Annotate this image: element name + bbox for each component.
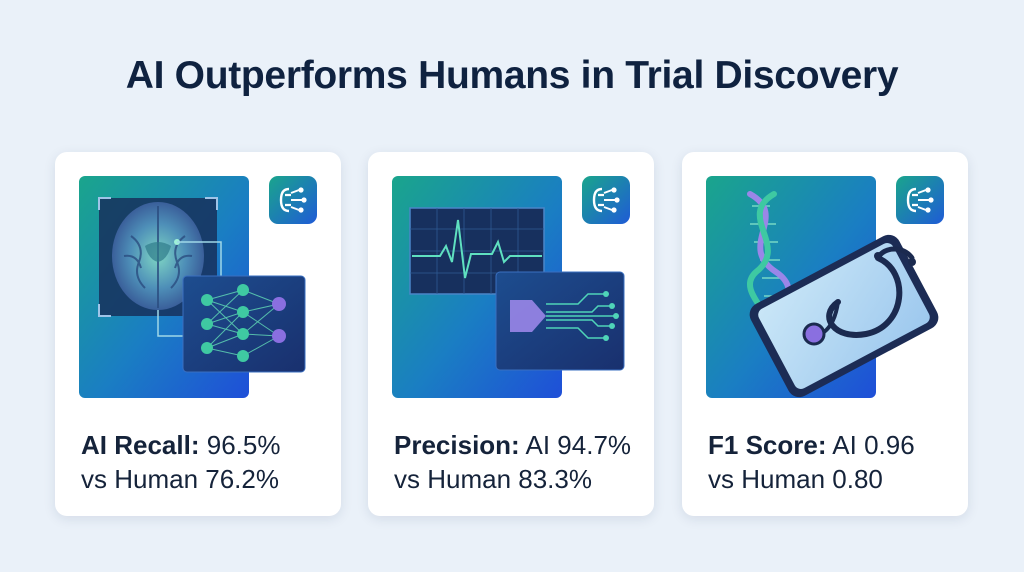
- metric-value: 96.5%: [206, 430, 281, 460]
- metric-caption: Precision: AI 94.7% vs Human 83.3%: [394, 428, 644, 496]
- metric-card-recall: AI Recall: 96.5% vs Human 76.2%: [55, 152, 341, 516]
- metric-label: F1 Score:: [708, 430, 827, 460]
- metric-caption: AI Recall: 96.5% vs Human 76.2%: [81, 428, 331, 496]
- metric-card-precision: Precision: AI 94.7% vs Human 83.3%: [368, 152, 654, 516]
- metric-value: AI 94.7%: [525, 430, 632, 460]
- brain-scan-illustration: [79, 176, 306, 398]
- metric-card-f1: F1 Score: AI 0.96 vs Human 0.80: [682, 152, 968, 516]
- ecg-signal-illustration: [392, 176, 625, 398]
- metric-comparison: vs Human 0.80: [708, 464, 883, 494]
- metric-value: AI 0.96: [832, 430, 915, 460]
- metric-caption: F1 Score: AI 0.96 vs Human 0.80: [708, 428, 958, 496]
- metric-label: AI Recall:: [81, 430, 200, 460]
- metric-comparison: vs Human 83.3%: [394, 464, 592, 494]
- ai-circuit-icon: [269, 176, 317, 224]
- ai-circuit-icon: [896, 176, 944, 224]
- metric-comparison: vs Human 76.2%: [81, 464, 279, 494]
- ai-circuit-icon: [582, 176, 630, 224]
- dna-tablet-illustration: [706, 176, 939, 398]
- page-title: AI Outperforms Humans in Trial Discovery: [125, 54, 899, 97]
- metric-label: Precision:: [394, 430, 520, 460]
